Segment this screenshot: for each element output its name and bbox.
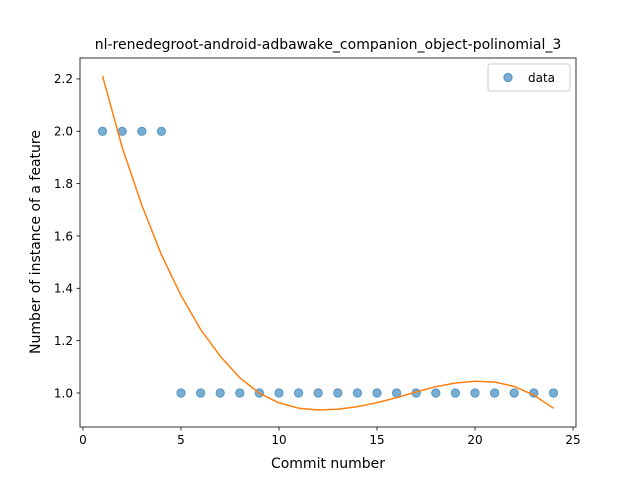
y-tick-label: 1.4: [54, 282, 73, 296]
x-tick-label: 20: [467, 433, 482, 447]
legend-label: data: [528, 71, 555, 85]
x-tick-label: 25: [565, 433, 580, 447]
y-tick-label: 1.8: [54, 177, 73, 191]
data-point: [235, 388, 245, 398]
data-point: [195, 388, 206, 398]
y-tick-label: 2.0: [54, 125, 73, 139]
data-point: [391, 388, 402, 398]
data-point: [372, 388, 382, 398]
y-tick-label: 1.2: [54, 334, 73, 348]
data-point: [548, 388, 559, 398]
data-point: [509, 388, 519, 398]
data-point: [274, 388, 284, 398]
data-point: [313, 388, 323, 398]
data-point: [97, 126, 108, 137]
data-point: [176, 388, 186, 398]
data-point: [333, 388, 343, 398]
x-axis-label: Commit number: [271, 456, 385, 472]
data-point: [470, 388, 480, 398]
fit-line: [101, 75, 554, 411]
axes-frame: [79, 57, 577, 428]
plot-area: 0 5 10 15 20 25 1.0 1.2 1.4 1.6 1.8 2.0 2.2 data: [54, 57, 581, 447]
data-point: [450, 388, 461, 398]
x-tick-label: 10: [271, 433, 286, 447]
y-tick-label: 1.6: [54, 229, 73, 243]
x-tick-label: 5: [177, 433, 185, 447]
data-point: [489, 388, 500, 398]
data-point: [352, 388, 363, 398]
x-tick-label: 15: [369, 433, 384, 447]
y-tick-label: 2.2: [54, 72, 73, 86]
data-point: [215, 388, 225, 398]
legend: data: [487, 63, 571, 92]
legend-box: [487, 63, 571, 92]
data-point: [156, 126, 167, 137]
x-tick-label: 0: [79, 433, 87, 447]
data-point: [431, 388, 441, 398]
data-point: [137, 126, 147, 137]
legend-marker: [503, 72, 513, 83]
y-tick-label: 1.0: [54, 386, 73, 400]
y-axis-label: Number of instance of a feature: [28, 130, 44, 354]
chart-title: nl-renedegroot-android-adbawake_companio…: [95, 37, 562, 53]
data-point: [293, 388, 304, 398]
